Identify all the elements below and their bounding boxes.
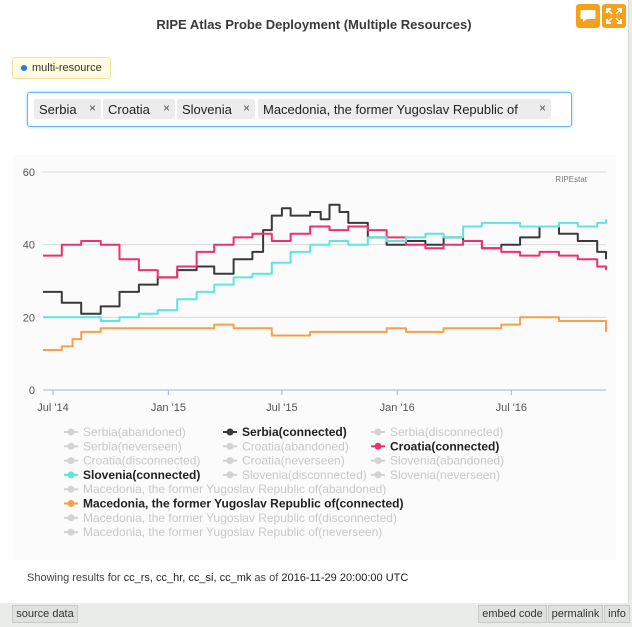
legend-marker-icon [67,442,75,450]
tag-macedonia[interactable]: Macedonia, the former Yugoslav Republic … [258,99,551,119]
chart-area: 0 20 40 60 Jul '14 Jan '15 Jul '15 Jan '16 Jul … [13,155,616,560]
legend-marker-icon [374,428,382,436]
summary-timestamp: 2016-11-29 20:00:00 UTC [281,572,409,584]
widget-title: RIPE Atlas Probe Deployment (Multiple Re… [156,17,472,32]
legend-item[interactable]: Croatia(disconnected) [64,454,200,468]
tag-croatia[interactable]: Croatia × [103,99,175,119]
embed-code-button[interactable]: embed code [478,605,547,623]
results-summary: Showing results for cc_rs, cc_hr, cc_si,… [27,572,408,584]
legend-marker-icon [226,471,234,479]
x-tick-label: Jul '15 [266,402,297,414]
speech-bubble-icon [580,10,596,22]
legend-item[interactable]: Serbia(connected) [223,425,347,439]
legend-item[interactable]: Slovenia(connected) [64,468,200,482]
series-line[interactable] [43,225,607,279]
remove-tag-icon[interactable]: × [162,101,170,115]
y-tick-label: 0 [29,385,35,397]
tag-slovenia[interactable]: Slovenia × [177,99,255,119]
legend-item[interactable]: Slovenia(neverseen) [371,468,500,482]
tag-label: Slovenia [182,101,232,117]
legend-item[interactable]: Serbia(neverseen) [64,439,182,453]
legend-marker-icon [67,428,75,436]
legend-label: Serbia(neverseen) [83,439,182,453]
probe-deployment-chart: 0 20 40 60 Jul '14 Jan '15 Jul '15 Jan '16 Jul … [23,167,607,539]
tag-serbia[interactable]: Serbia × [34,99,101,119]
multi-resource-badge[interactable]: multi-resource [12,57,111,79]
summary-middle: as of [251,572,282,584]
legend-marker-icon [374,442,382,450]
series-line[interactable] [43,219,607,322]
legend-label: Slovenia(connected) [83,468,200,482]
legend-item[interactable]: Macedonia, the former Yugoslav Republic … [64,497,404,511]
tag-label: Croatia [108,101,150,117]
legend-marker-icon [67,457,75,465]
resource-tag-input[interactable]: Serbia × Croatia × Slovenia × Macedonia,… [27,92,572,127]
series-line[interactable] [43,316,607,351]
fullscreen-button[interactable] [602,4,626,28]
legend-label: Macedonia, the former Yugoslav Republic … [83,497,404,511]
legend-item[interactable]: Macedonia, the former Yugoslav Republic … [64,525,382,539]
remove-tag-icon[interactable]: × [242,101,250,115]
remove-tag-icon[interactable]: × [538,101,546,115]
legend-item[interactable]: Croatia(abandoned) [223,439,349,453]
summary-prefix: Showing results for [27,572,124,584]
legend-marker-icon [67,514,75,522]
legend-item[interactable]: Croatia(neverseen) [223,454,345,468]
info-button[interactable]: info [604,605,630,623]
tag-label: Macedonia, the former Yugoslav Republic … [263,101,518,117]
permalink-button[interactable]: permalink [548,605,603,623]
legend-marker-icon [374,471,382,479]
legend-item[interactable]: Slovenia(abandoned) [371,454,504,468]
legend-marker-icon [226,442,234,450]
legend-item[interactable]: Slovenia(disconnected) [223,468,367,482]
widget-panel: RIPE Atlas Probe Deployment (Multiple Re… [0,0,629,603]
expand-icon [606,8,622,24]
y-tick-label: 20 [23,312,35,324]
y-tick-label: 60 [23,167,35,179]
legend-item[interactable]: Macedonia, the former Yugoslav Republic … [64,482,386,496]
legend-label: Croatia(abandoned) [242,439,349,453]
legend-marker-icon [67,500,75,507]
legend-label: Macedonia, the former Yugoslav Republic … [83,525,382,539]
legend-label: Slovenia(abandoned) [390,454,504,468]
legend-label: Macedonia, the former Yugoslav Republic … [83,511,397,525]
x-tick-label: Jan '16 [380,402,415,414]
legend-label: Serbia(connected) [242,425,347,439]
legend-marker-icon [374,457,382,465]
legend-item[interactable]: Macedonia, the former Yugoslav Republic … [64,511,397,525]
x-tick-label: Jan '15 [151,402,186,414]
legend-label: Croatia(neverseen) [242,454,345,468]
legend-label: Slovenia(disconnected) [242,468,367,482]
legend-label: Macedonia, the former Yugoslav Republic … [83,482,386,496]
tag-label: Serbia [39,101,77,117]
bottom-toolbar: source data embed code permalink info [0,603,632,627]
summary-resources: cc_rs, cc_hr, cc_si, cc_mk [123,572,252,584]
legend-label: Croatia(connected) [390,439,499,453]
legend-marker-icon [67,485,75,493]
series-line[interactable] [43,203,607,315]
x-tick-label: Jul '14 [37,402,68,414]
remove-tag-icon[interactable]: × [88,101,96,115]
status-dot-icon [21,65,27,71]
legend-marker-icon [67,528,75,536]
legend-item[interactable]: Croatia(connected) [371,439,499,453]
legend-label: Serbia(disconnected) [390,425,503,439]
multi-resource-label: multi-resource [32,62,102,74]
x-tick-label: Jul '16 [496,402,527,414]
legend-marker-icon [226,457,234,465]
legend-item[interactable]: Serbia(disconnected) [371,425,503,439]
source-data-button[interactable]: source data [12,605,78,623]
legend-label: Croatia(disconnected) [83,454,200,468]
legend-marker-icon [67,471,75,479]
ripestat-watermark: RIPEstat [555,175,587,184]
feedback-button[interactable] [576,4,600,28]
legend-label: Slovenia(neverseen) [390,468,500,482]
legend-item[interactable]: Serbia(abandoned) [64,425,186,439]
legend-label: Serbia(abandoned) [83,425,186,439]
y-tick-label: 40 [23,240,35,252]
legend-marker-icon [226,428,234,436]
